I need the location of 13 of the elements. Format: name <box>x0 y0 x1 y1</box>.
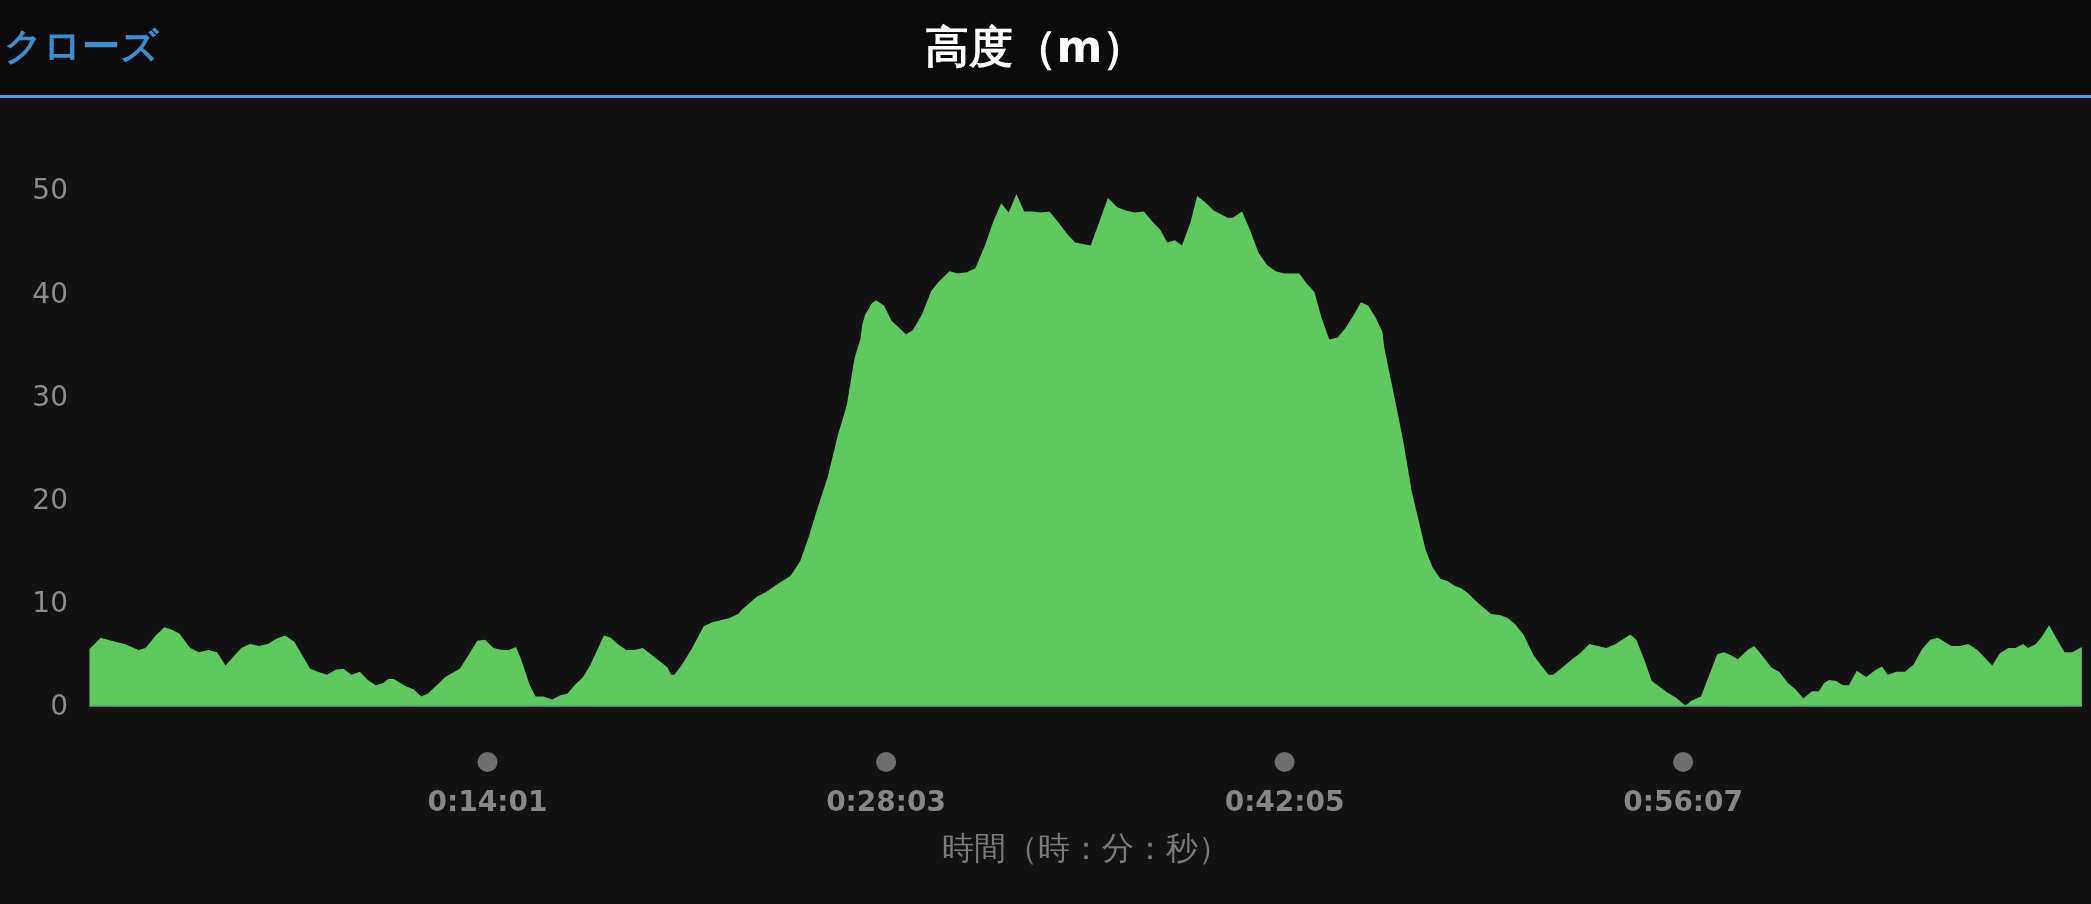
y-tick-label: 50 <box>32 173 68 207</box>
text: クローズ <box>4 24 160 68</box>
x-tick-label: 0:28:03 <box>826 784 946 818</box>
chart-title: 高度（m） <box>924 20 1147 72</box>
y-tick-label: 0 <box>50 689 68 723</box>
y-tick-label: 10 <box>32 586 68 620</box>
x-tick-label: 0:42:05 <box>1224 784 1345 818</box>
x-tick-label: 0:56:07 <box>1623 784 1744 818</box>
y-tick-label: 40 <box>32 276 68 310</box>
y-tick-label: 30 <box>32 379 68 413</box>
x-axis-title: 時間（時：分：秒） <box>941 829 1230 867</box>
y-tick-label: 20 <box>32 482 68 516</box>
x-tick-label: 0:14:01 <box>427 784 548 818</box>
